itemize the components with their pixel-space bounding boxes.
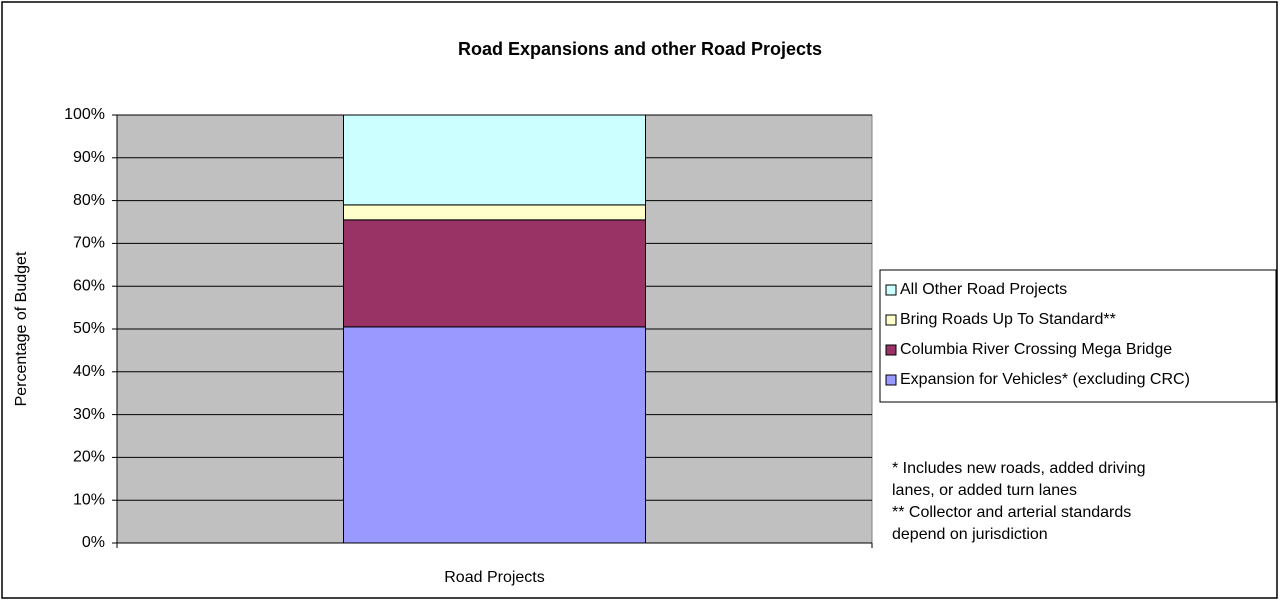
legend-swatch	[885, 314, 897, 326]
legend-swatch	[885, 344, 897, 356]
y-tick-label: 90%	[73, 149, 105, 166]
y-tick-label: 20%	[73, 449, 105, 466]
y-tick-label: 60%	[73, 277, 105, 294]
y-tick-label: 50%	[73, 320, 105, 337]
y-tick-label: 30%	[73, 406, 105, 423]
note: depend on jurisdiction	[892, 526, 1048, 543]
bar-segment	[343, 219, 646, 328]
note: lanes, or added turn lanes	[892, 482, 1077, 499]
legend-box	[879, 269, 1277, 403]
legend-label: All Other Road Projects	[900, 281, 1067, 298]
y-tick-label: 40%	[73, 363, 105, 380]
legend-label: Bring Roads Up To Standard**	[900, 311, 1116, 328]
y-tick-label: 100%	[64, 106, 105, 123]
y-tick-label: 0%	[82, 534, 105, 551]
bar-segment	[343, 114, 646, 206]
x-tick-label: Road Projects	[444, 569, 545, 586]
legend-label: Expansion for Vehicles* (excluding CRC)	[900, 371, 1190, 388]
chart-title: Road Expansions and other Road Projects	[458, 39, 822, 59]
legend-swatch	[885, 284, 897, 296]
bar-segment	[343, 204, 646, 221]
legend-swatch	[885, 374, 897, 386]
bar-segment	[343, 326, 646, 544]
note: * Includes new roads, added driving	[892, 460, 1146, 477]
legend-label: Columbia River Crossing Mega Bridge	[900, 341, 1172, 358]
note: ** Collector and arterial standards	[892, 504, 1131, 521]
y-tick-label: 70%	[73, 235, 105, 252]
y-tick-label: 80%	[73, 192, 105, 209]
y-axis-label: Percentage of Budget	[13, 251, 30, 406]
y-tick-label: 10%	[73, 491, 105, 508]
